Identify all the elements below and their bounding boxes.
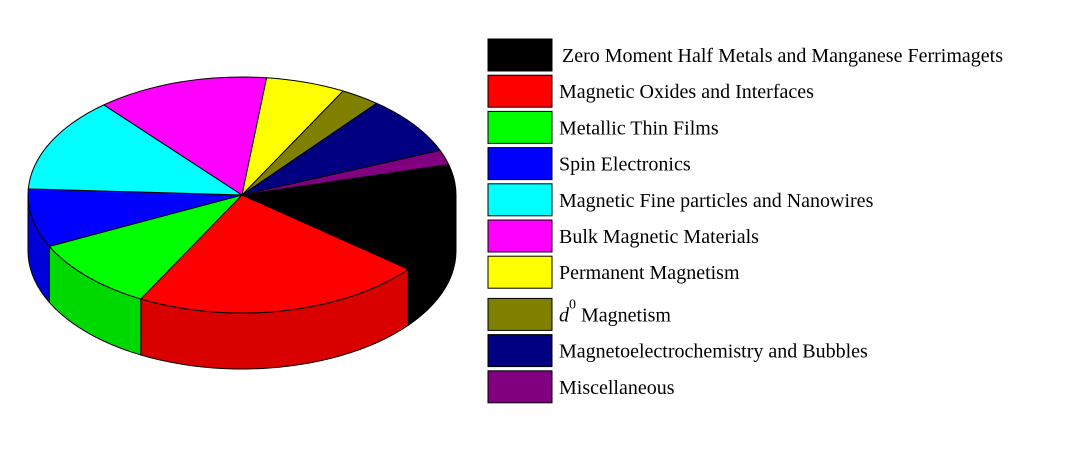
legend-label: Bulk Magnetic Materials bbox=[559, 226, 759, 248]
legend-swatch bbox=[487, 334, 553, 368]
legend-swatch bbox=[487, 255, 553, 289]
pie-slice-zero-moment-half-metals-and-manganese-ferrimagets bbox=[241, 163, 457, 270]
legend-label: Magnetoelectrochemistry and Bubbles bbox=[559, 341, 868, 363]
legend-swatch bbox=[487, 297, 553, 331]
pie-slice-permanent-magnetism bbox=[241, 77, 344, 196]
legend-item-magnetoelectrochemistry-and-bubbles: Magnetoelectrochemistry and Bubbles bbox=[487, 334, 868, 368]
legend-label: Spin Electronics bbox=[559, 154, 691, 176]
pie-slice-miscellaneous bbox=[241, 149, 450, 196]
legend-swatch bbox=[487, 370, 553, 404]
legend-item-metallic-thin-films: Metallic Thin Films bbox=[487, 110, 719, 144]
legend-item-bulk-magnetic-materials: Bulk Magnetic Materials bbox=[487, 219, 759, 253]
legend-item-magnetic-fine-particles-and-nanowires: Magnetic Fine particles and Nanowires bbox=[487, 183, 874, 217]
legend-swatch bbox=[487, 219, 553, 253]
pie-slice-spin-electronics bbox=[27, 188, 243, 247]
legend-item-magnetic-oxides-and-interfaces: Magnetic Oxides and Interfaces bbox=[487, 74, 814, 108]
pie-slice-magnetic-oxides-and-interfaces bbox=[140, 194, 409, 314]
legend-item-zero-moment-half-metals-and-manganese-ferrimagets: Zero Moment Half Metals and Manganese Fe… bbox=[487, 38, 1003, 72]
legend-item-permanent-magnetism: Permanent Magnetism bbox=[487, 255, 740, 289]
legend-swatch bbox=[487, 74, 553, 108]
legend-label: d0 Magnetism bbox=[559, 297, 671, 326]
pie-slice-metallic-thin-films bbox=[48, 194, 243, 300]
legend-swatch bbox=[487, 147, 553, 181]
legend-label: Metallic Thin Films bbox=[559, 117, 719, 139]
legend-label: Miscellaneous bbox=[559, 377, 675, 399]
legend-swatch bbox=[487, 38, 553, 72]
legend-label: Magnetic Oxides and Interfaces bbox=[559, 81, 814, 103]
legend-swatch bbox=[487, 183, 553, 217]
pie-slice-magnetic-fine-particles-and-nanowires bbox=[27, 104, 243, 196]
legend-label: Zero Moment Half Metals and Manganese Fe… bbox=[562, 45, 1003, 67]
pie-slice-magnetoelectrochemistry-and-bubbles bbox=[241, 102, 441, 196]
pie-slice-bulk-magnetic-materials bbox=[103, 76, 268, 196]
legend: Zero Moment Half Metals and Manganese Fe… bbox=[487, 38, 1003, 404]
legend-item-spin-electronics: Spin Electronics bbox=[487, 147, 691, 181]
legend-item-miscellaneous: Miscellaneous bbox=[487, 370, 675, 404]
legend-label: Permanent Magnetism bbox=[559, 262, 740, 284]
legend-label: Magnetic Fine particles and Nanowires bbox=[559, 190, 874, 212]
pie-group bbox=[27, 76, 457, 370]
legend-swatch bbox=[487, 110, 553, 144]
legend-item-dmagnetism: d0 Magnetism bbox=[487, 297, 671, 331]
